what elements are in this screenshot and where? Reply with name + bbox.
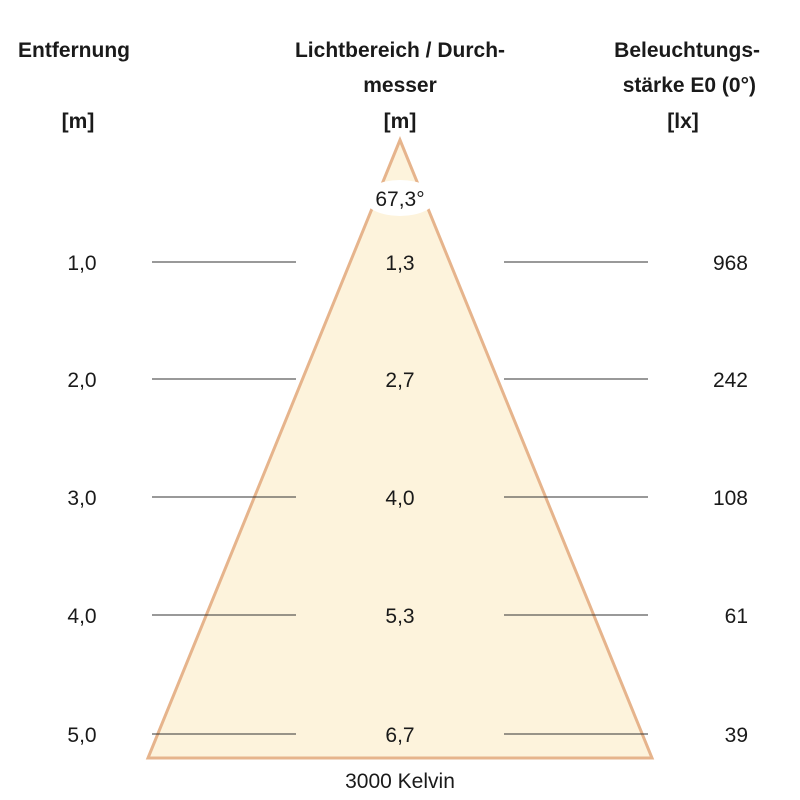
diameter-value: 4,0 [385,487,414,510]
diameter-unit: [m] [384,110,417,133]
table-row: 3,0 4,0 108 [67,487,748,510]
illuminance-unit: [lx] [667,110,699,133]
illuminance-value: 39 [725,724,748,747]
table-row: 4,0 5,3 61 [67,605,748,628]
light-cone [145,136,655,760]
diameter-value: 2,7 [385,369,414,392]
table-row: 1,0 1,3 968 [67,252,748,275]
distance-value: 5,0 [67,724,96,747]
illuminance-value: 968 [713,252,748,275]
diameter-value: 5,3 [385,605,414,628]
distance-value: 4,0 [67,605,96,628]
diameter-value: 1,3 [385,252,414,275]
distance-header: Entfernung [18,39,130,62]
diameter-value: 6,7 [385,724,414,747]
diameter-header: Lichtbereich / Durch- [295,39,505,62]
distance-value: 2,0 [67,369,96,392]
table-row: 5,0 6,7 39 [67,724,748,747]
beam-angle-label: 67,3° [375,188,424,211]
table-row: 2,0 2,7 242 [67,369,748,392]
illuminance-value: 61 [725,605,748,628]
color-temperature: 3000 Kelvin [345,770,455,793]
diameter-header-line2: messer [363,74,437,97]
distance-value: 1,0 [67,252,96,275]
beam-angle-label-background [364,180,436,216]
illuminance-value: 242 [713,369,748,392]
distance-value: 3,0 [67,487,96,510]
illuminance-header: Beleuchtungs- [614,39,760,62]
illuminance-header-line2: stärke E0 (0°) [623,74,756,97]
illuminance-value: 108 [713,487,748,510]
distance-unit: [m] [62,110,95,133]
